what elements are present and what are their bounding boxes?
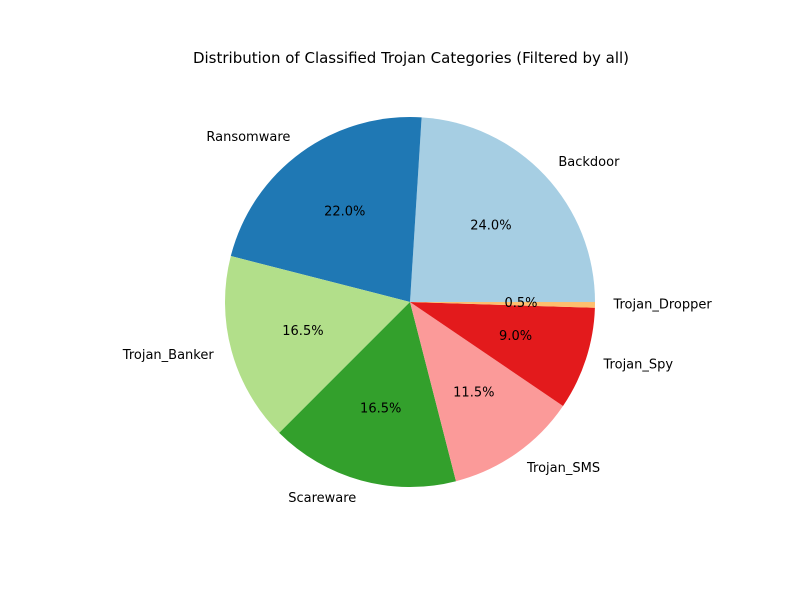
- slice-percent-ransomware: 22.0%: [324, 205, 365, 220]
- slice-percent-scareware: 16.5%: [360, 402, 401, 417]
- slice-trojan-dropper: [410, 302, 595, 308]
- slice-ransomware: [230, 117, 422, 303]
- slice-trojan-spy: [410, 302, 595, 406]
- slice-trojan-sms: [410, 302, 564, 482]
- slice-percent-trojan-spy: 9.0%: [499, 329, 532, 344]
- slice-percent-trojan-dropper: 0.5%: [504, 296, 537, 311]
- slice-label-trojan-dropper: Trojan_Dropper: [612, 298, 712, 313]
- slice-label-trojan-sms: Trojan_SMS: [526, 461, 600, 476]
- slice-trojan-banker: [225, 255, 410, 433]
- pie-labels: Backdoor 24.0% Ransomware 22.0% Trojan_Banke…: [122, 130, 713, 506]
- slice-percent-trojan-sms: 11.5%: [453, 385, 494, 400]
- slice-label-scareware: Scareware: [288, 491, 356, 506]
- slice-label-trojan-spy: Trojan_Spy: [603, 357, 674, 372]
- slice-label-backdoor: Backdoor: [558, 155, 620, 170]
- slice-backdoor: [410, 117, 595, 303]
- chart-title: Distribution of Classified Trojan Catego…: [193, 49, 629, 67]
- slice-label-trojan-banker: Trojan_Banker: [122, 348, 215, 363]
- slice-label-ransomware: Ransomware: [206, 130, 290, 145]
- slice-percent-backdoor: 24.0%: [470, 219, 511, 234]
- pie-slices: [225, 117, 595, 488]
- slice-percent-trojan-banker: 16.5%: [282, 324, 323, 339]
- slice-scareware: [279, 302, 457, 488]
